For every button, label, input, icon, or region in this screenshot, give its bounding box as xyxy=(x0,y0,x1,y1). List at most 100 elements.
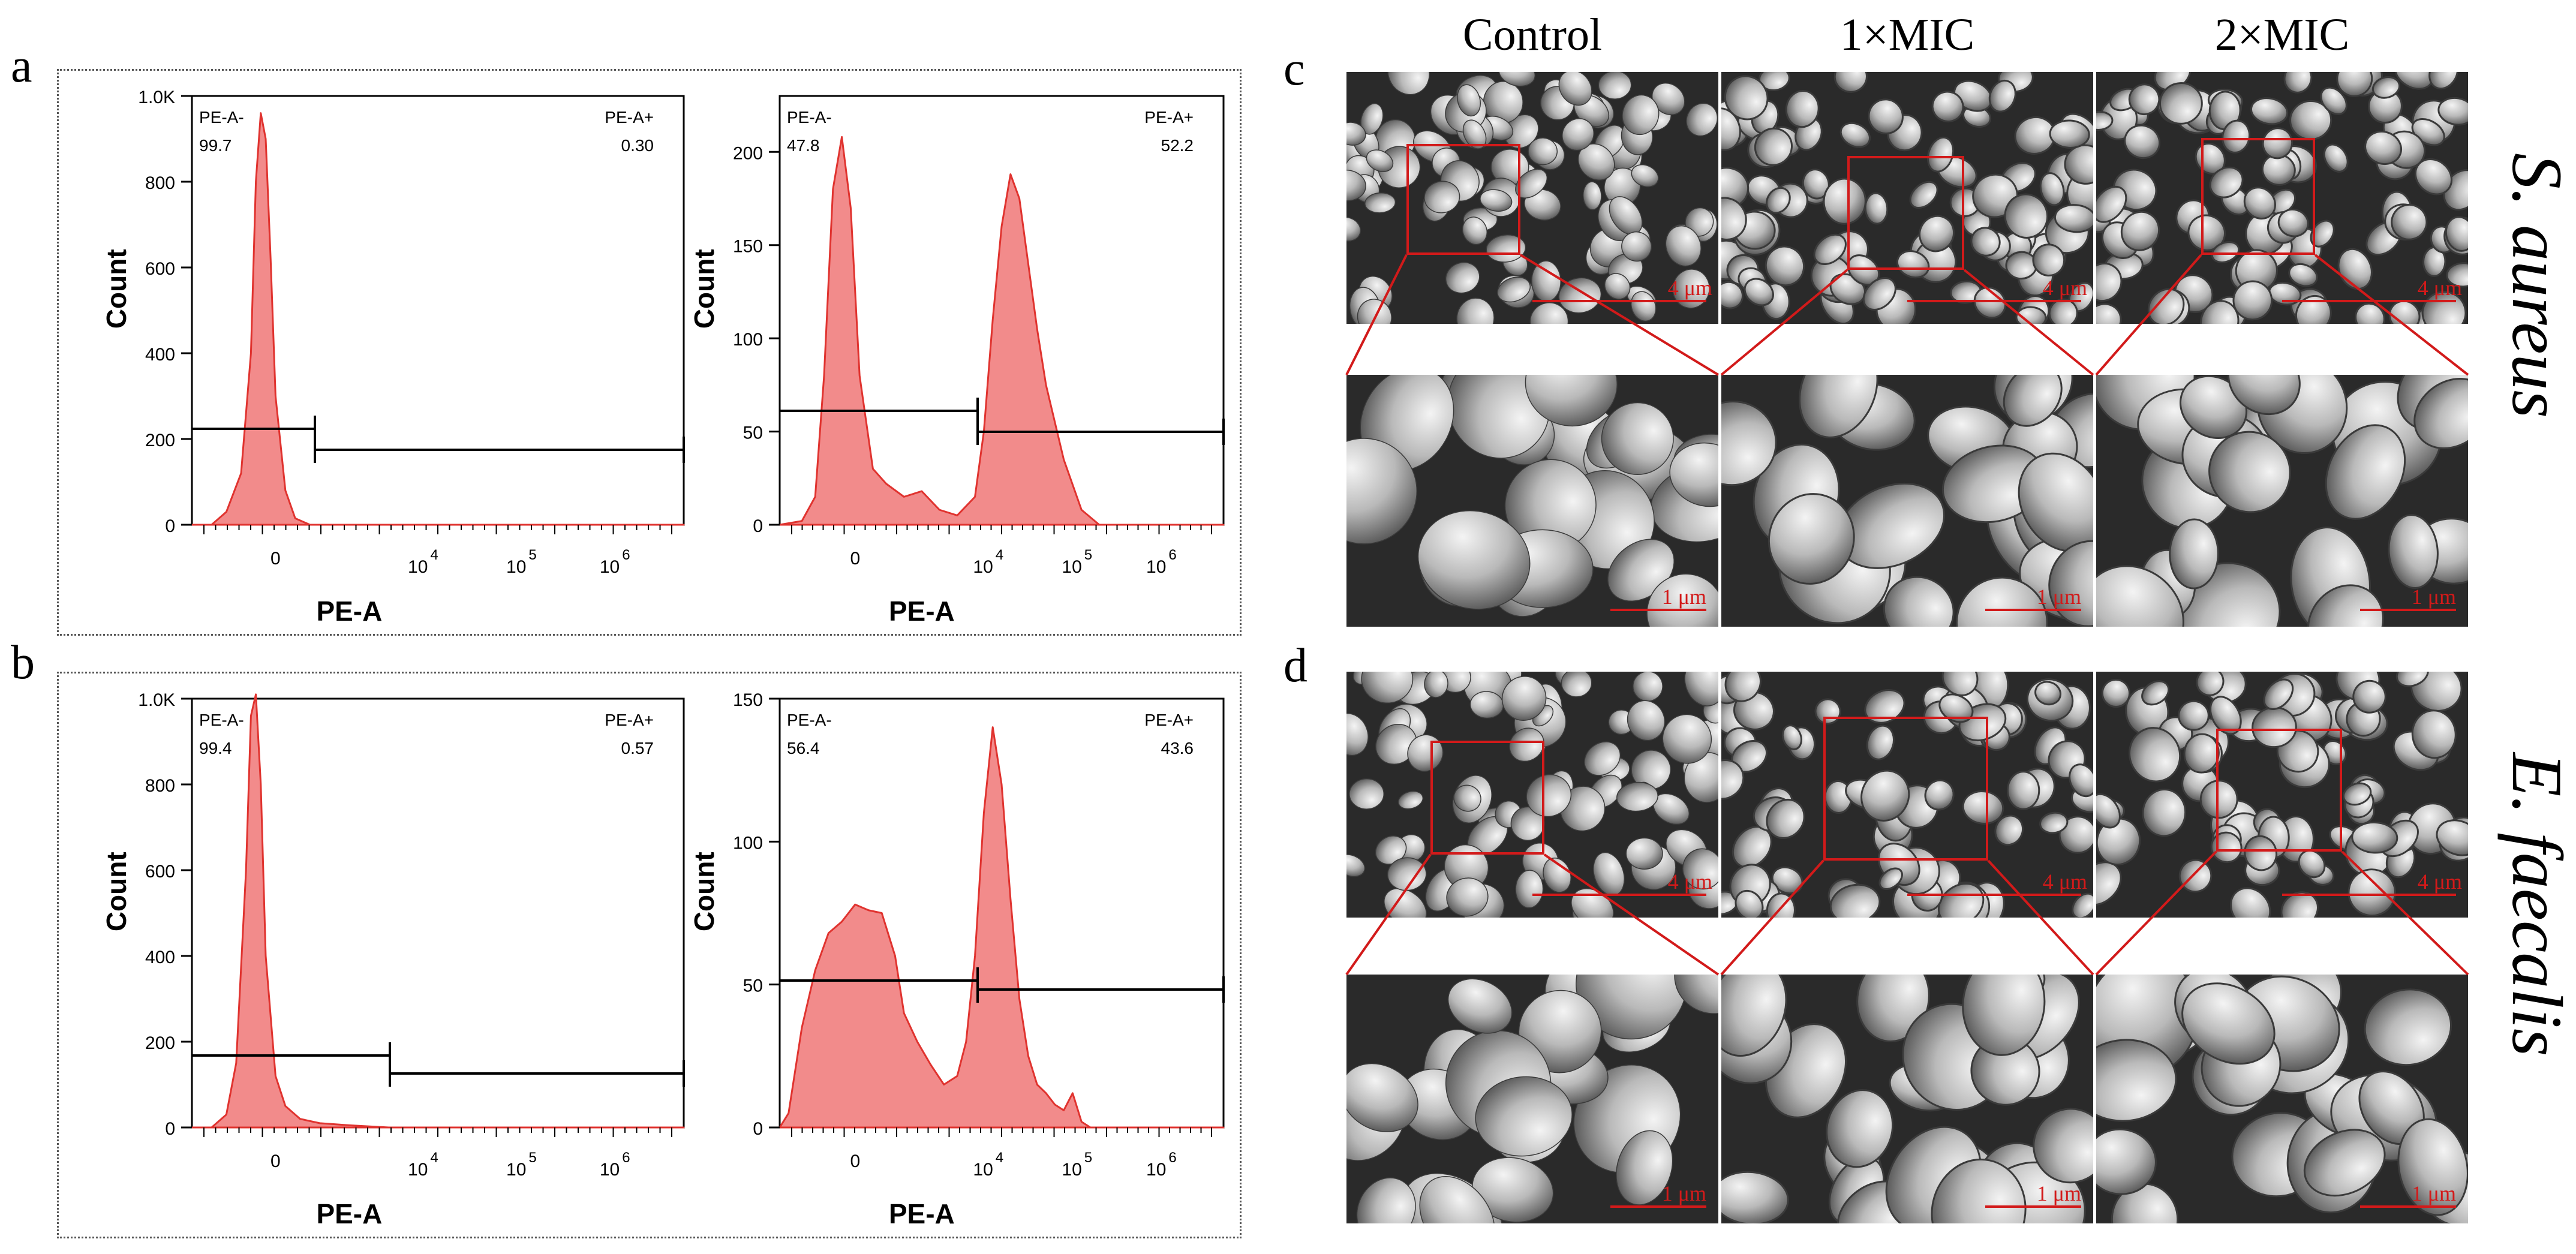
bacterial-cell xyxy=(1445,261,1480,294)
bacterial-cell xyxy=(2232,280,2273,321)
bacterial-cell xyxy=(1878,867,1903,891)
bacterial-cell xyxy=(1766,798,1805,839)
sem-overview-species2-col1: 4 μm xyxy=(1346,672,1718,918)
bacterial-cell xyxy=(2307,584,2384,627)
x-tick-label: 104 xyxy=(408,547,438,577)
bacterial-cell xyxy=(2064,144,2093,185)
y-tick-label: 800 xyxy=(145,173,175,193)
bacterial-cell xyxy=(1721,400,1777,486)
bacterial-cell xyxy=(1526,774,1572,817)
y-tick-label: 50 xyxy=(743,976,763,996)
scale-bar-label: 4 μm xyxy=(1667,276,1712,300)
scale-bar xyxy=(2282,300,2456,302)
bacterial-cell xyxy=(2342,782,2372,806)
x-axis-label: PE-A xyxy=(889,1198,955,1229)
bacterial-cell xyxy=(2006,771,2040,810)
bacterial-cell xyxy=(1366,149,1394,172)
sem-zoom-species2-col3: 1 μm xyxy=(2096,975,2468,1223)
bacterial-cell xyxy=(1866,724,1895,760)
bacterial-cell xyxy=(1833,72,1868,93)
bacterial-cell xyxy=(1724,75,1769,121)
bacterial-cell xyxy=(2033,1108,2093,1184)
bacterial-cell xyxy=(2445,216,2468,252)
bacterial-cell xyxy=(1424,181,1460,213)
bacterial-cell xyxy=(2141,680,2170,706)
bacterial-cell xyxy=(1501,676,1547,721)
bacterial-cell xyxy=(2336,72,2373,97)
y-tick-label: 1.0K xyxy=(138,690,175,710)
x-axis-label: PE-A xyxy=(316,596,382,627)
bacterial-cell xyxy=(1924,779,1955,811)
species-label-e-faecalis: E. faecalis xyxy=(2497,753,2576,1057)
panel-letter-c: c xyxy=(1284,43,1305,95)
x-tick-label: 105 xyxy=(506,1150,537,1180)
y-tick-label: 200 xyxy=(733,143,763,163)
y-tick-label: 400 xyxy=(145,345,175,365)
bacterial-cell xyxy=(2364,130,2402,165)
bacterial-cell xyxy=(1662,714,1712,764)
sem-zoom-species2-col2: 1 μm xyxy=(1721,975,2093,1223)
x-tick-label: 106 xyxy=(1146,547,1177,577)
bacterial-cell xyxy=(1926,136,1955,173)
y-tick-label: 150 xyxy=(733,237,763,257)
bacterial-cell xyxy=(1515,169,1548,199)
y-tick-label: 150 xyxy=(733,690,763,710)
bacterial-cell xyxy=(1724,672,1762,702)
bacterial-cell xyxy=(2039,811,2069,834)
y-tick-label: 1.0K xyxy=(138,88,175,107)
bacterial-cell xyxy=(2034,681,2061,706)
gate-value-positive: 0.30 xyxy=(621,136,654,155)
column-title-1xmic: 1×MIC xyxy=(1839,10,1975,60)
zoom-region-box xyxy=(1430,741,1544,855)
bacterial-cell xyxy=(1472,1157,1554,1223)
y-tick-label: 0 xyxy=(165,1119,175,1139)
zoom-region-box xyxy=(1823,717,1988,861)
histogram-a-treated: 0 50 100 150 200 0 104 105 106 PE-A Count PE-A- 47.8… xyxy=(689,95,1225,627)
bacterial-cell xyxy=(1721,975,1787,1057)
scale-bar xyxy=(1532,300,1706,302)
histogram-b-treated: 0 50 100 150 0 104 105 106 PE-A Count PE-A- 56.4 PE-… xyxy=(689,690,1225,1229)
bacterial-cell xyxy=(2039,172,2065,206)
scale-bar-label: 4 μm xyxy=(2042,870,2087,894)
bacterial-cell xyxy=(1931,1158,2027,1223)
bacterial-cell xyxy=(2101,678,2131,708)
scale-bar-label: 1 μm xyxy=(2036,1181,2081,1205)
bacterial-cell xyxy=(1651,82,1685,116)
bacterial-cell xyxy=(1970,227,2001,257)
y-axis-label: Count xyxy=(689,852,720,931)
bacterial-cell xyxy=(2388,514,2439,590)
scale-bar-label: 4 μm xyxy=(2042,276,2087,300)
gate-value-negative: 99.7 xyxy=(199,136,232,155)
bacterial-cell xyxy=(1531,260,1561,302)
sem-overview-species1-col3: 4 μm xyxy=(2096,72,2468,324)
scale-bar xyxy=(1610,1205,1706,1208)
bacterial-cell xyxy=(1456,297,1495,324)
bacterial-cell xyxy=(2391,203,2428,240)
bacterial-cell xyxy=(2124,124,2161,160)
bacterial-cell xyxy=(1582,181,1602,210)
sem-micrograph xyxy=(1721,975,2093,1223)
sem-zoom-species1-col3: 1 μm xyxy=(2096,375,2468,627)
bacterial-cell xyxy=(1938,693,1974,723)
x-tick-label: 106 xyxy=(600,547,630,577)
bacterial-cell xyxy=(1387,72,1430,95)
bacterial-cell xyxy=(1669,442,1718,507)
bacterial-cell xyxy=(1346,713,1369,756)
y-tick-label: 0 xyxy=(753,516,763,536)
sem-zoom-species2-col1: 1 μm xyxy=(1346,975,1718,1223)
bacterial-cell xyxy=(2096,185,2127,223)
gate-value-negative: 47.8 xyxy=(787,136,820,155)
sem-overview-species1-col1: 4 μm xyxy=(1346,72,1718,324)
scale-bar-label: 4 μm xyxy=(2417,870,2462,894)
bacterial-cell xyxy=(2325,424,2406,520)
y-tick-label: 200 xyxy=(145,431,175,450)
bacterial-cell xyxy=(2280,891,2319,918)
gate-value-positive: 0.57 xyxy=(621,739,654,757)
bacterial-cell xyxy=(2096,565,2184,627)
bacterial-cell xyxy=(1419,1176,1495,1223)
gate-name-negative: PE-A- xyxy=(199,711,244,729)
bacterial-cell xyxy=(2323,143,2349,173)
gate-name-negative: PE-A- xyxy=(787,108,832,127)
bacterial-cell xyxy=(1616,781,1658,812)
bacterial-cell xyxy=(1346,169,1366,202)
